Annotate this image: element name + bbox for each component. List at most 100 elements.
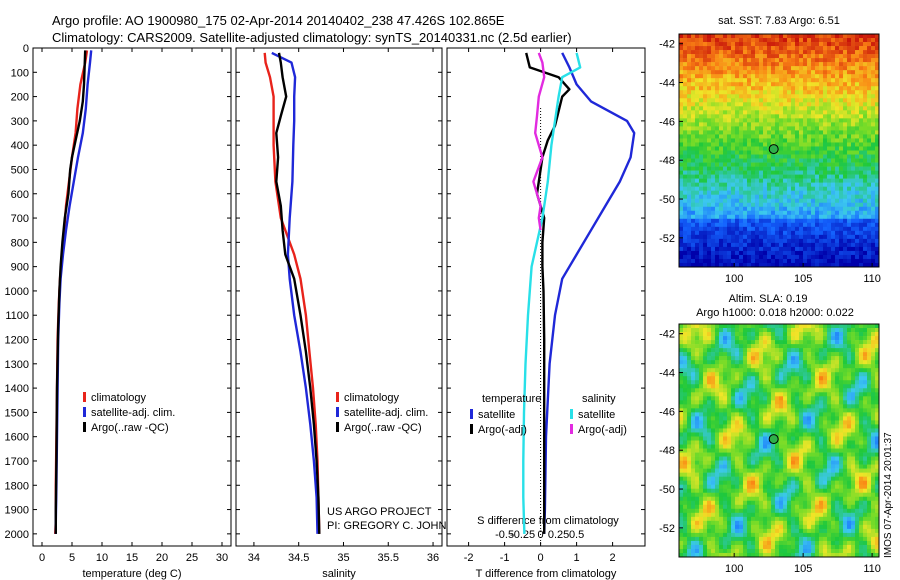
map-cell [807,74,812,79]
map-cell [799,178,804,183]
map-cell [723,186,728,191]
map-cell [707,344,712,349]
map-cell [795,400,800,405]
map-cell [747,230,752,236]
map-cell [875,416,879,421]
map-cell [699,114,704,119]
map-cell [775,328,780,333]
map-cell [871,150,876,155]
map-cell [699,416,704,421]
map-cell [787,186,792,191]
map-cell [703,170,708,175]
map-cell [719,262,724,267]
map-cell [851,360,856,365]
map-cell [735,258,740,264]
map-cell [687,392,692,397]
map-cell [875,54,879,59]
map-cell [867,142,872,147]
map-cell [687,464,692,469]
map-cell [791,464,796,469]
map-cell [759,400,764,405]
map-cell [751,154,756,159]
map-cell [819,254,824,260]
map-cell [699,250,704,256]
map-cell [855,142,860,147]
map-cell [695,336,700,341]
map-cell [811,376,816,381]
map-cell [759,34,764,39]
map-cell [731,70,736,75]
map-cell [679,50,684,55]
map-cell [703,174,708,179]
map-cell [843,218,848,224]
map-cell [843,198,848,204]
map-cell [683,460,688,465]
map-cell [751,98,756,103]
map-cell [711,106,716,111]
map-cell [687,66,692,71]
map-cell [831,368,836,373]
map-cell [715,364,720,369]
map-cell [851,90,856,95]
map-cell [691,262,696,267]
map-cell [703,344,708,349]
map-cell [859,352,864,357]
map-cell [771,38,776,43]
map-cell [755,432,760,437]
map-cell [739,174,744,179]
map-cell [767,218,772,224]
map-cell [743,130,748,135]
map-cell [731,460,736,465]
map-cell [823,372,828,377]
map-cell [775,380,780,385]
map-cell [727,178,732,183]
map-cell [791,384,796,389]
map-cell [843,448,848,453]
map-cell [839,82,844,87]
map-cell [783,58,788,63]
map-cell [819,400,824,405]
map-cell [707,94,712,99]
map-cell [727,42,732,47]
x-tick-label: 2 [610,552,616,564]
map-cell [839,440,844,445]
map-cell [779,126,784,131]
map-cell [851,412,856,417]
map-cell [771,82,776,87]
map-cell [755,424,760,429]
map-cell [703,452,708,457]
map-cell [747,360,752,365]
map-cell [699,452,704,457]
map-cell [859,78,864,83]
salinity-xlabel: salinity [322,568,356,580]
header-line2: Climatology: CARS2009. Satellite-adjuste… [52,30,572,45]
map-cell [755,428,760,433]
map-cell [827,202,832,208]
map-cell [791,74,796,79]
map-cell [823,384,828,389]
map-cell [699,238,704,244]
map-cell [695,58,700,63]
map-cell [823,452,828,457]
map-cell [755,452,760,457]
map-cell [851,170,856,175]
map-cell [855,94,860,99]
map-cell [799,412,804,417]
map-cell [711,404,716,409]
map-cell [787,420,792,425]
map-cell [743,50,748,55]
map-cell [699,46,704,51]
map-cell [703,384,708,389]
map-cell [843,42,848,47]
map-cell [727,126,732,131]
map-cell [807,384,812,389]
map-cell [791,190,796,195]
map-cell [755,258,760,264]
map-cell [843,66,848,71]
map-cell [747,54,752,59]
map-cell [843,262,848,267]
map-cell [735,54,740,59]
map-cell [735,408,740,413]
map-cell [851,74,856,79]
map-cell [787,142,792,147]
